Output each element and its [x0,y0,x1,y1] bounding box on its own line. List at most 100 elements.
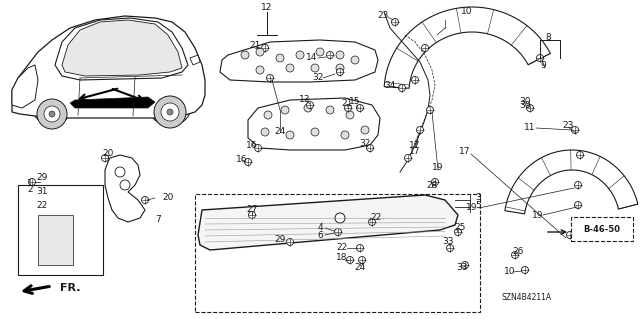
Text: 32: 32 [359,138,371,147]
Text: 29: 29 [36,174,48,182]
Circle shape [161,103,179,121]
Circle shape [49,111,55,117]
Circle shape [115,167,125,177]
Text: 26: 26 [512,248,524,256]
Text: 16: 16 [236,155,248,165]
Text: 28: 28 [426,181,438,189]
Circle shape [426,107,433,114]
Circle shape [287,239,294,246]
Circle shape [454,228,461,235]
Text: 23: 23 [563,121,573,130]
Circle shape [431,179,438,186]
FancyBboxPatch shape [18,185,103,275]
Text: 11: 11 [524,123,536,132]
Bar [38,215,73,265]
Text: 10: 10 [504,268,516,277]
Circle shape [29,204,35,211]
Polygon shape [30,192,85,272]
Text: 14: 14 [307,54,317,63]
Circle shape [422,44,429,51]
Circle shape [536,55,543,62]
FancyBboxPatch shape [195,194,480,312]
Circle shape [336,64,344,72]
Circle shape [296,51,304,59]
Polygon shape [70,97,155,108]
Text: B-46-50: B-46-50 [584,226,621,234]
Circle shape [346,111,354,119]
Text: 21: 21 [341,99,353,108]
Circle shape [404,154,412,161]
Polygon shape [248,98,380,150]
Text: 2: 2 [27,186,33,195]
Text: 34: 34 [384,80,396,90]
Text: 33: 33 [456,263,468,272]
Text: 12: 12 [261,4,273,12]
Text: 5: 5 [475,201,481,210]
Text: 3: 3 [475,194,481,203]
Circle shape [167,109,173,115]
Polygon shape [62,20,182,76]
Polygon shape [55,18,188,80]
Circle shape [29,191,35,198]
Text: 19: 19 [467,204,477,212]
Circle shape [351,56,359,64]
Circle shape [337,69,344,76]
Circle shape [326,106,334,114]
Text: FR.: FR. [60,283,81,293]
Polygon shape [12,16,205,118]
Circle shape [511,251,518,258]
Circle shape [311,128,319,136]
Circle shape [367,145,374,152]
Text: 10: 10 [461,8,473,17]
Circle shape [248,211,255,219]
Circle shape [141,197,148,204]
Text: 19: 19 [532,211,544,219]
Circle shape [369,219,376,226]
Polygon shape [220,40,378,82]
Circle shape [256,66,264,74]
FancyBboxPatch shape [571,217,633,241]
Circle shape [120,180,130,190]
Circle shape [577,152,584,159]
Text: 6: 6 [317,231,323,240]
Text: 8: 8 [545,33,551,42]
Circle shape [336,51,344,59]
Text: 24: 24 [275,128,285,137]
Polygon shape [384,7,550,88]
Text: 15: 15 [349,98,361,107]
Circle shape [241,51,249,59]
Text: 29: 29 [275,235,285,244]
Circle shape [276,54,284,62]
Circle shape [256,48,264,56]
Circle shape [527,105,534,112]
Circle shape [102,154,109,161]
Text: 30: 30 [519,100,531,109]
Circle shape [392,19,399,26]
Circle shape [286,64,294,72]
Circle shape [335,213,345,223]
Circle shape [264,111,272,119]
Text: 1: 1 [27,179,33,188]
Circle shape [356,244,364,251]
Text: 9: 9 [540,61,546,70]
Text: 30: 30 [519,98,531,107]
Text: 20: 20 [163,194,173,203]
Text: 21: 21 [250,41,260,49]
Circle shape [261,128,269,136]
Circle shape [358,256,365,263]
Circle shape [262,44,269,51]
Text: 31: 31 [36,188,48,197]
Circle shape [575,182,582,189]
Circle shape [344,105,351,112]
Text: 22: 22 [337,243,348,253]
Circle shape [575,202,582,209]
Circle shape [29,179,35,186]
Text: 17: 17 [409,147,420,157]
Text: 22: 22 [371,213,381,222]
Circle shape [281,106,289,114]
Polygon shape [35,268,85,275]
Circle shape [412,77,419,84]
Circle shape [566,232,573,239]
Text: 13: 13 [300,95,311,105]
Text: 17: 17 [409,140,420,150]
